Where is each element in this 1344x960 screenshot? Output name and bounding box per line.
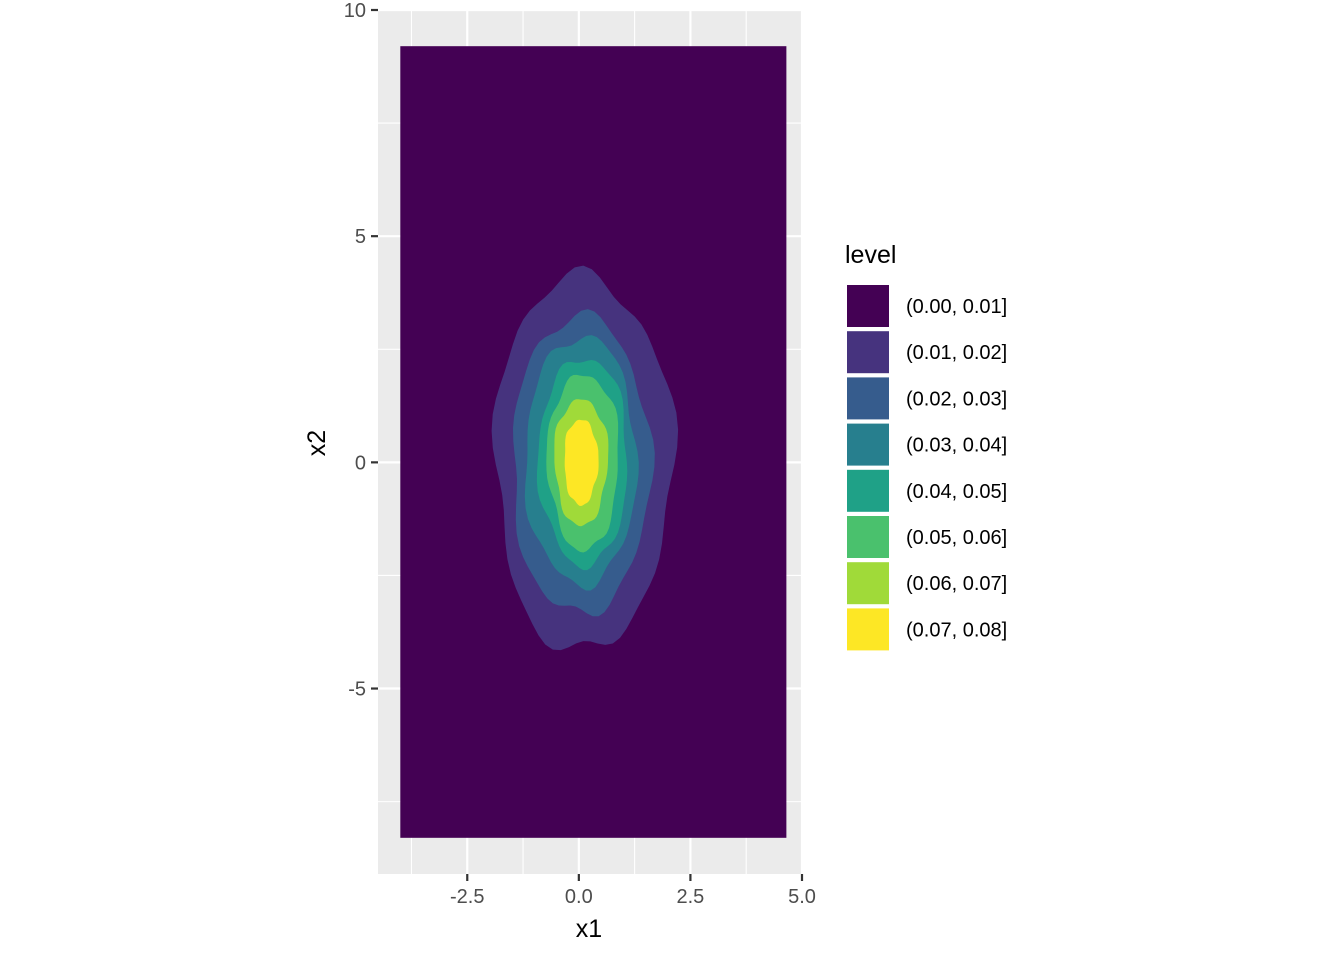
legend-title: level [845, 241, 896, 269]
legend-key [847, 285, 889, 327]
legend-key [847, 331, 889, 374]
contour-band-7 [564, 419, 599, 506]
x-tick-label: 5.0 [788, 886, 816, 908]
legend-label: (0.02, 0.03] [906, 388, 1007, 410]
legend-label: (0.00, 0.01] [906, 296, 1007, 318]
y-tick-label: 5 [355, 226, 366, 248]
legend: level (0.00, 0.01] (0.01, 0.02] (0.02, 0.0… [845, 241, 1007, 653]
legend-label: (0.01, 0.02] [906, 342, 1007, 364]
y-axis-title: x2 [303, 430, 331, 456]
x-axis-title: x1 [576, 915, 602, 943]
x-tick-label: -2.5 [450, 886, 484, 908]
legend-label: (0.06, 0.07] [906, 573, 1007, 595]
x-tick-label: 2.5 [677, 886, 705, 908]
x-tick-label: 0.0 [565, 886, 593, 908]
legend-label: (0.03, 0.04] [906, 435, 1007, 457]
y-tick-label: 0 [355, 452, 366, 474]
legend-key [847, 516, 889, 558]
legend-key [847, 562, 889, 605]
legend-label: (0.07, 0.08] [906, 619, 1007, 641]
plot-area [400, 46, 787, 838]
x-axis: -2.5 0.0 2.5 5.0 [450, 874, 816, 908]
y-axis: -5 0 5 10 [344, 0, 378, 701]
legend-label: (0.04, 0.05] [906, 481, 1007, 503]
y-tick-label: -5 [348, 679, 366, 701]
legend-key [847, 377, 889, 420]
legend-key [847, 423, 889, 466]
legend-label: (0.05, 0.06] [906, 527, 1007, 549]
legend-key [847, 469, 889, 512]
y-tick-label: 10 [344, 0, 366, 22]
legend-key [847, 608, 889, 651]
